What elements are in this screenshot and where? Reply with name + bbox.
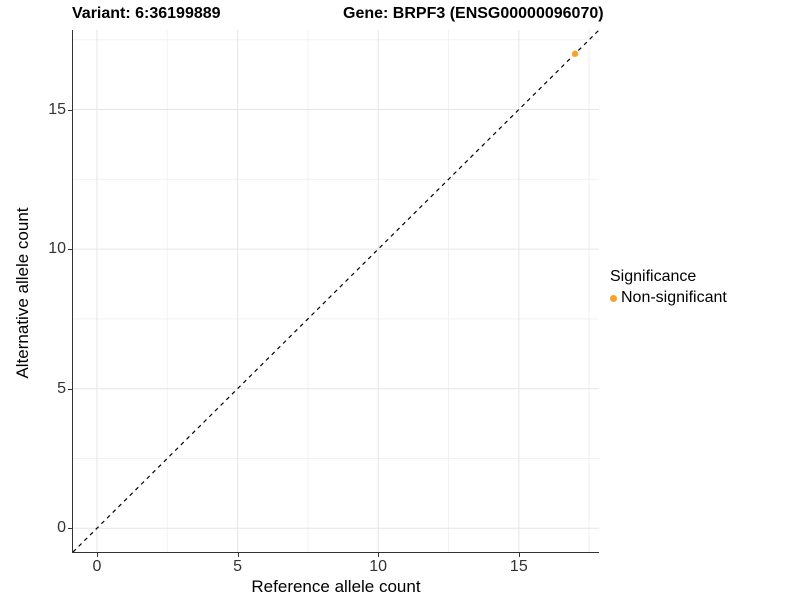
x-tick-label: 10 xyxy=(369,558,388,575)
y-axis-tick-mark xyxy=(68,388,72,390)
x-tick-label: 5 xyxy=(233,558,242,575)
x-axis-tick-mark xyxy=(96,553,98,557)
plot-panel xyxy=(72,30,599,553)
chart-title-variant: Variant: 6:36199889 xyxy=(72,5,221,22)
x-axis-tick-mark xyxy=(378,553,380,557)
chart-title-gene: Gene: BRPF3 (ENSG00000096070) xyxy=(343,5,604,22)
x-tick-label: 0 xyxy=(92,558,102,575)
legend-item-label: Non-significant xyxy=(621,289,727,306)
x-axis-tick-mark xyxy=(237,553,239,557)
y-tick-label: 5 xyxy=(57,379,66,397)
plot-area-svg xyxy=(73,30,599,552)
y-axis-tick-mark xyxy=(68,109,72,111)
y-axis-tick-mark xyxy=(68,249,72,251)
identity-dashed-line xyxy=(73,30,599,552)
x-tick-label: 15 xyxy=(509,558,528,575)
y-tick-label: 0 xyxy=(57,519,66,537)
y-axis-tick-mark xyxy=(68,528,72,530)
x-axis-title: Reference allele count xyxy=(251,577,421,596)
legend-item-non-significant: Non-significant xyxy=(610,289,727,307)
y-tick-label: 10 xyxy=(48,240,66,258)
legend: Significance Non-significant xyxy=(610,268,727,307)
legend-key-dot-icon xyxy=(610,294,617,302)
y-tick-label: 15 xyxy=(48,100,66,118)
data-point xyxy=(571,50,579,57)
legend-title: Significance xyxy=(610,268,697,285)
x-axis-tick-mark xyxy=(518,553,520,557)
